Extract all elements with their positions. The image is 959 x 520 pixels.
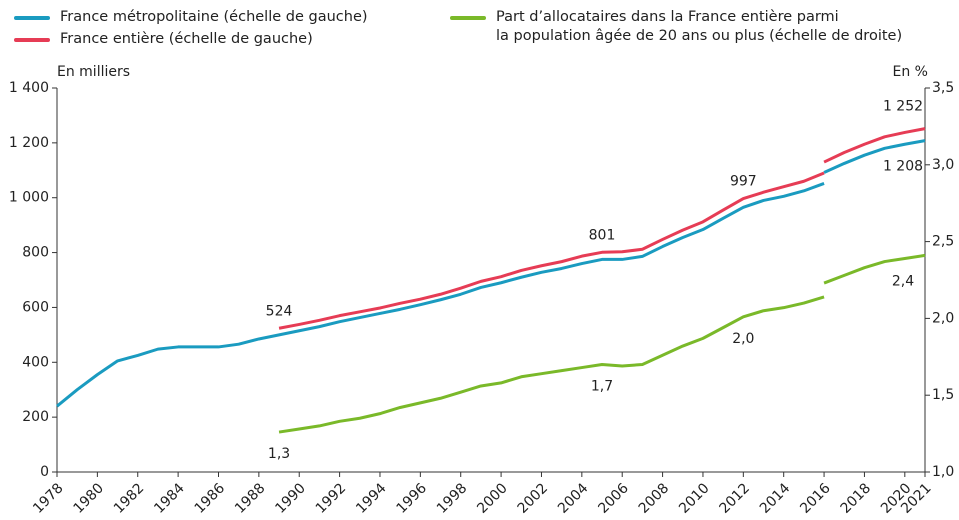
x-tick-label: 1990 — [272, 480, 309, 517]
x-tick-label: 1984 — [151, 480, 188, 517]
x-tick-label: 2016 — [797, 480, 834, 517]
legend-label: France métropolitaine (échelle de gauche… — [60, 9, 368, 25]
data-label: 524 — [266, 303, 293, 319]
x-tick-label: 2002 — [515, 480, 552, 517]
x-tick-label: 2012 — [716, 480, 753, 517]
y2-tick-label: 1,0 — [932, 464, 954, 480]
data-label: 1,3 — [268, 446, 290, 462]
x-tick-label: 2000 — [474, 480, 511, 517]
y2-tick-label: 3,0 — [932, 157, 954, 173]
x-tick-label: 2008 — [636, 480, 673, 517]
y-tick-label: 600 — [22, 299, 49, 315]
data-label: 2,4 — [892, 273, 914, 289]
y2-tick-label: 2,5 — [932, 234, 954, 250]
y2-tick-label: 1,5 — [932, 387, 954, 403]
legend-label: Part d’allocataires dans la France entiè… — [496, 9, 903, 44]
legend-label: France entière (échelle de gauche) — [60, 31, 313, 47]
x-tick-label: 1996 — [393, 480, 430, 517]
y-tick-label: 800 — [22, 245, 49, 261]
y-tick-label: 1 200 — [9, 135, 49, 151]
legend-swatch — [450, 16, 486, 20]
y-axis-label: En milliers — [57, 64, 130, 80]
y-tick-label: 0 — [40, 464, 49, 480]
y-tick-label: 200 — [22, 409, 49, 425]
x-tick-label: 1986 — [192, 480, 229, 517]
series-line — [823, 139, 926, 174]
x-tick-label: 1982 — [111, 480, 148, 517]
y2-axis-label: En % — [893, 64, 928, 80]
legend-swatch — [14, 38, 50, 42]
x-tick-label: 2006 — [595, 480, 632, 517]
series-line — [823, 253, 926, 285]
data-label: 997 — [730, 174, 757, 190]
data-label: 1 208 — [883, 159, 923, 175]
series-line — [278, 171, 825, 330]
x-tick-label: 2014 — [757, 480, 794, 517]
y-tick-label: 1 000 — [9, 190, 49, 206]
x-tick-label: 2004 — [555, 480, 592, 517]
data-label: 1 252 — [883, 99, 923, 115]
y2-tick-label: 2,0 — [932, 310, 954, 326]
x-tick-label: 2018 — [838, 480, 875, 517]
y-tick-label: 400 — [22, 354, 49, 370]
x-tick-label: 1992 — [313, 480, 350, 517]
x-tick-label: 2010 — [676, 480, 713, 517]
y2-tick-label: 3,5 — [932, 80, 954, 96]
legend-swatch — [14, 16, 50, 20]
series-line — [823, 127, 926, 164]
x-tick-label: 1998 — [434, 480, 471, 517]
series-line — [56, 182, 825, 408]
x-tick-label: 1994 — [353, 480, 390, 517]
x-tick-label: 1988 — [232, 480, 269, 517]
series-line — [278, 295, 825, 434]
data-label: 2,0 — [732, 331, 754, 347]
x-tick-label: 1978 — [30, 480, 67, 517]
y-tick-label: 1 400 — [9, 80, 49, 96]
data-label: 1,7 — [591, 378, 613, 394]
data-label: 801 — [589, 227, 616, 243]
x-tick-label: 1980 — [71, 480, 108, 517]
